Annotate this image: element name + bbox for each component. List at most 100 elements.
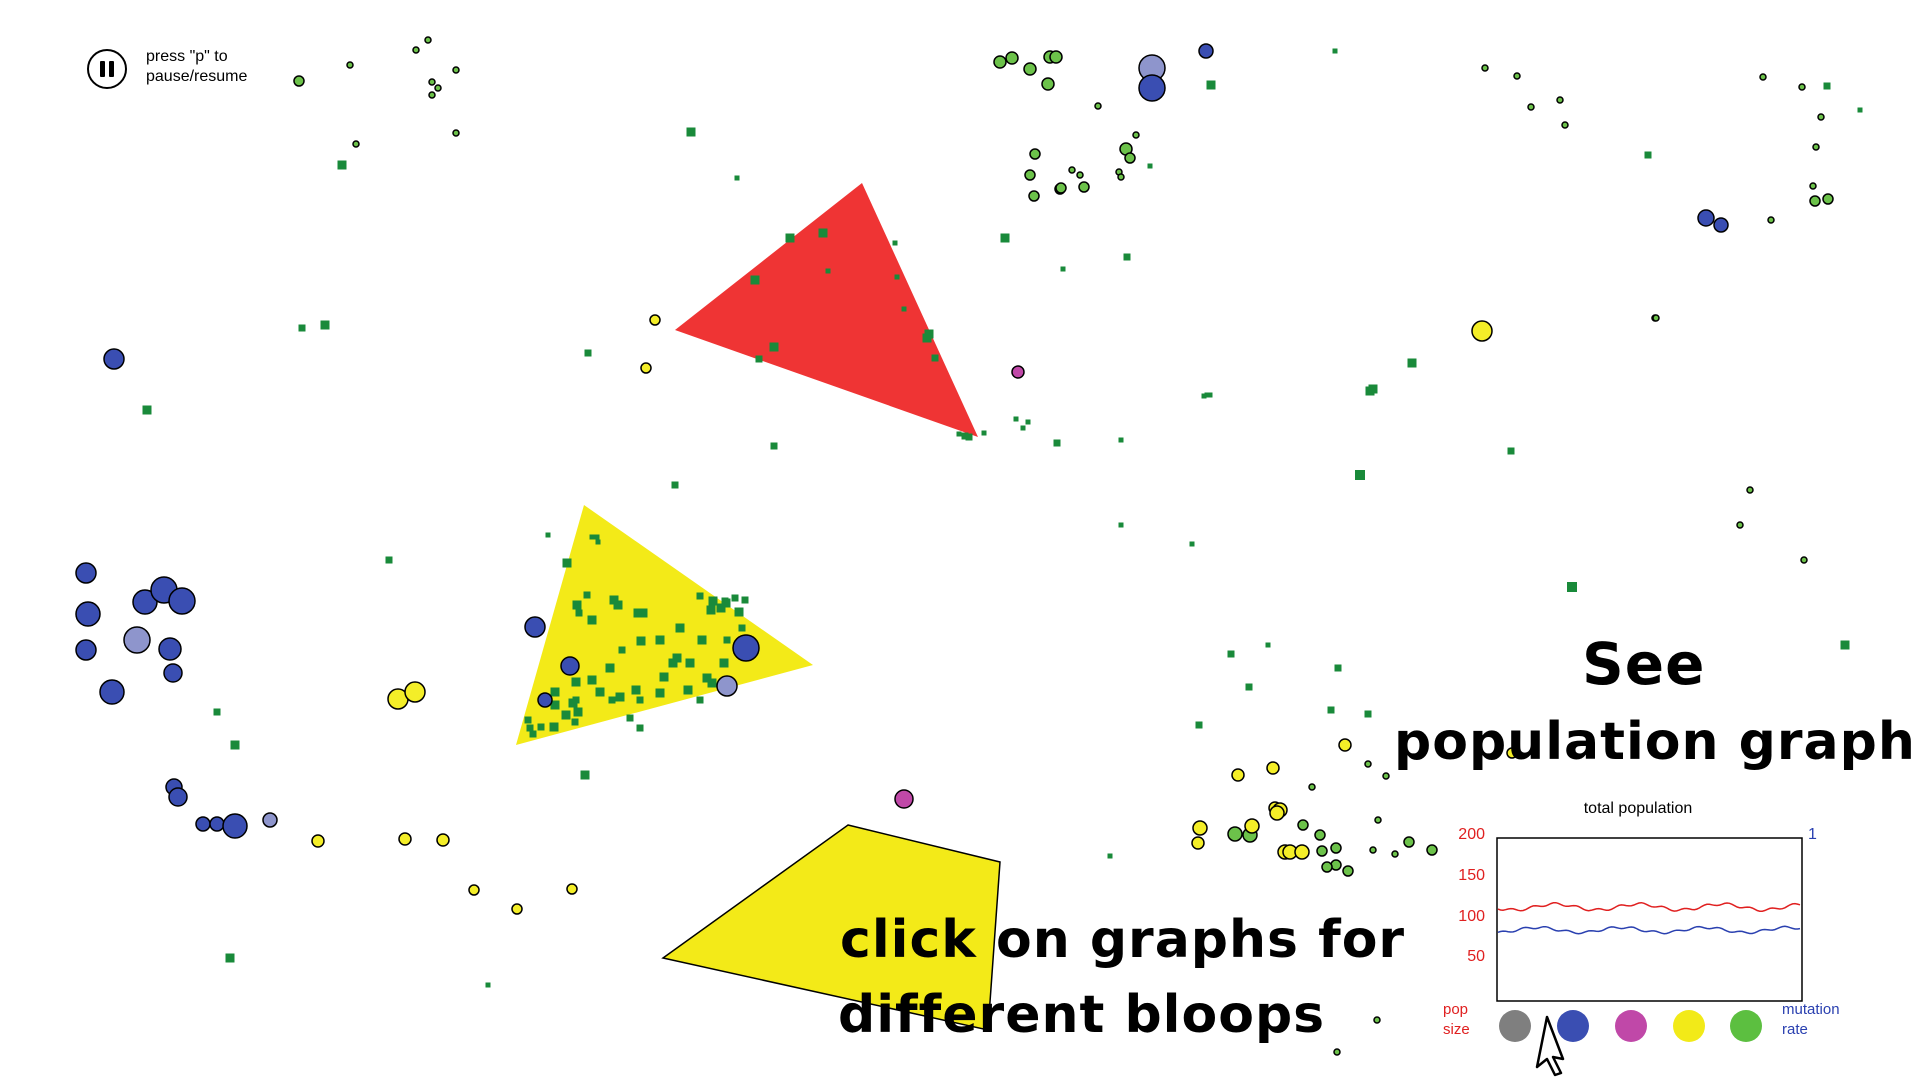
yellow-bloops-selector[interactable] (1673, 1010, 1705, 1042)
bloop (352, 140, 360, 148)
food-item (981, 430, 987, 436)
food-item (785, 233, 795, 243)
food-item (892, 240, 898, 246)
food-item (1201, 393, 1207, 399)
bloop (1132, 131, 1140, 139)
bloop (412, 46, 420, 54)
food-layer (142, 48, 1863, 988)
green-bloops-selector[interactable] (1730, 1010, 1762, 1042)
bloop (1321, 861, 1333, 873)
bloop (424, 36, 432, 44)
bloop (1024, 169, 1036, 181)
bloop (1294, 844, 1310, 860)
food-item (723, 636, 731, 644)
bloop (1078, 181, 1090, 193)
bloop (222, 813, 248, 839)
food-item (1567, 582, 1577, 592)
food-item (1020, 425, 1026, 431)
red-triangle-obstacle (675, 183, 978, 437)
bloop (1333, 1048, 1341, 1056)
food-item (587, 675, 597, 685)
food-item (683, 685, 693, 695)
bloop (1471, 320, 1493, 342)
bloop (1191, 836, 1205, 850)
bloop (1746, 486, 1754, 494)
bloop (1736, 521, 1744, 529)
food-item (1355, 470, 1365, 480)
bloop (468, 884, 480, 896)
food-item (1265, 642, 1271, 648)
food-item (696, 592, 704, 600)
bloop (293, 75, 305, 87)
food-item (587, 615, 597, 625)
food-item (485, 982, 491, 988)
food-item (741, 596, 749, 604)
pointer-cursor-icon (1535, 1015, 1565, 1077)
food-item (545, 532, 551, 538)
bloop (1800, 556, 1808, 564)
bloop (428, 78, 436, 86)
pause-hint: press "p" to pause/resume (146, 48, 248, 85)
food-item (1118, 522, 1124, 528)
food-item (769, 342, 779, 352)
bloop (1244, 818, 1260, 834)
bloop (452, 66, 460, 74)
bloop (1652, 314, 1660, 322)
pop-tick-150: 150 (1458, 867, 1485, 884)
bloop (163, 663, 183, 683)
bloop (537, 692, 553, 708)
food-item (1334, 664, 1342, 672)
bloop (1023, 62, 1037, 76)
food-item (1207, 392, 1213, 398)
food-item (1053, 439, 1061, 447)
pause-button[interactable] (87, 49, 127, 89)
food-item (685, 658, 695, 668)
bloop (1382, 772, 1390, 780)
food-item (618, 646, 626, 654)
food-item (1025, 419, 1031, 425)
bloop (1527, 103, 1535, 111)
food-item (584, 349, 592, 357)
food-item (631, 685, 641, 695)
blue-bloops-selector[interactable] (1557, 1010, 1589, 1042)
bloop (716, 675, 738, 697)
bloop (436, 833, 450, 847)
bloop (311, 834, 325, 848)
food-item (583, 591, 591, 599)
food-item (550, 687, 560, 697)
food-item (550, 700, 560, 710)
food-item (671, 481, 679, 489)
click-graphs-annotation: click on graphs for (840, 910, 1406, 970)
food-item (672, 653, 682, 663)
bloop (1029, 148, 1041, 160)
magenta-bloops-selector[interactable] (1615, 1010, 1647, 1042)
food-item (707, 678, 717, 688)
food-item (1189, 541, 1195, 547)
food-item (613, 600, 623, 610)
bloop (1094, 102, 1102, 110)
bloop (1426, 844, 1438, 856)
bloop (1767, 216, 1775, 224)
bloop (640, 362, 652, 374)
food-item (1206, 80, 1216, 90)
food-item (1327, 706, 1335, 714)
bloop (566, 883, 578, 895)
bloop (1513, 72, 1521, 80)
food-item (1364, 710, 1372, 718)
population-graph[interactable] (1496, 837, 1803, 1002)
gray-bloops-selector[interactable] (1499, 1010, 1531, 1042)
food-item (731, 594, 739, 602)
food-item (1118, 437, 1124, 443)
food-item (716, 603, 726, 613)
food-item (213, 708, 221, 716)
bloop (1759, 73, 1767, 81)
bloop (1391, 850, 1399, 858)
bloop (1005, 51, 1019, 65)
food-item (526, 724, 534, 732)
graph-title: total population (1583, 800, 1693, 817)
food-item (755, 355, 763, 363)
bloop (132, 589, 158, 615)
bloop (1369, 846, 1377, 854)
food-item (1857, 107, 1863, 113)
